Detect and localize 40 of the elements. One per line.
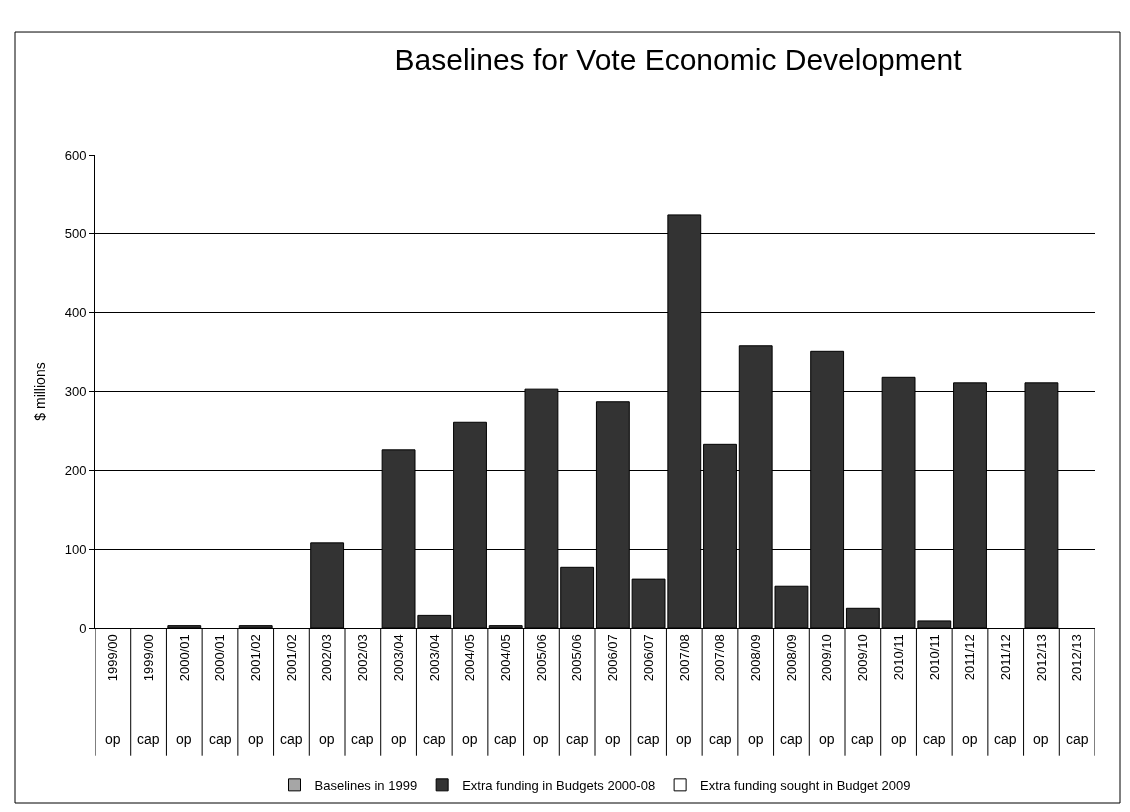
category-label: 2008/09 op (747, 634, 764, 747)
category-label: 2002/03 cap (351, 634, 374, 747)
category-label: 2004/05 op (462, 634, 478, 747)
category-label: 2002/03 op (319, 634, 335, 747)
y-tick-label: 0 (79, 620, 87, 636)
y-tick-label: 400 (64, 305, 87, 321)
category-label: 2003/04 op (390, 634, 407, 747)
legend-label: Extra funding sought in Budget 2009 (700, 777, 911, 793)
category-label: 2011/12 cap (994, 634, 1017, 747)
category-label: 2012/13 cap (1066, 634, 1089, 747)
category-label: 2008/09 cap (780, 634, 803, 747)
category-label: 2000/01 op (176, 634, 192, 747)
category-label: 2010/11 cap (923, 634, 946, 747)
y-tick-label: 600 (64, 147, 87, 163)
category-label: 2011/12 op (962, 634, 978, 747)
category-label: 2005/06 cap (566, 634, 589, 747)
y-tick-label: 200 (64, 462, 87, 478)
legend-label: Extra funding in Budgets 2000-08 (462, 777, 656, 793)
category-label: 2007/08 cap (709, 634, 732, 747)
y-axis-title: $ millions (32, 362, 49, 421)
category-label: 2000/01 cap (209, 634, 232, 747)
category-label: 2009/10 op (819, 634, 835, 747)
category-label: 2009/10 cap (851, 634, 874, 747)
category-label: 1999/00 op (105, 634, 121, 747)
category-label: 2001/02 op (247, 634, 264, 747)
y-tick-label: 300 (64, 384, 87, 400)
chart-title: Baselines for Vote Economic Development (394, 42, 963, 76)
category-label: 1999/00 cap (137, 634, 160, 747)
category-label: 2007/08 op (676, 634, 692, 747)
category-label: 2006/07 cap (637, 634, 660, 747)
legend-label: Baselines in 1999 (314, 777, 418, 793)
category-label: 2010/11 op (890, 634, 907, 747)
category-label: 2012/13 op (1033, 634, 1049, 747)
category-label: 2001/02 cap (280, 634, 303, 747)
category-label: 2005/06 op (533, 634, 549, 747)
category-label: 2003/04 cap (423, 634, 446, 747)
y-tick-label: 100 (64, 541, 87, 557)
category-label: 2004/05 cap (494, 634, 517, 747)
category-label: 2006/07 op (605, 634, 621, 747)
y-tick-label: 500 (64, 226, 87, 242)
